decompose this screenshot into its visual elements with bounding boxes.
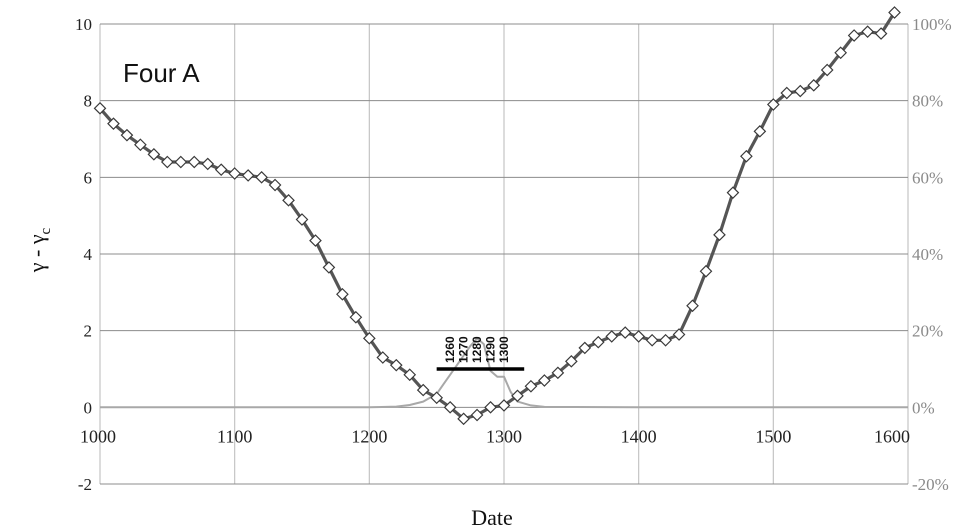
data-point-13: [268, 178, 282, 192]
data-point-32: [524, 379, 538, 393]
data-point-41: [645, 333, 659, 347]
data-point-55: [834, 46, 848, 60]
data-point-30: [497, 399, 511, 412]
x-tick-label-5: 1500: [755, 426, 791, 446]
y-left-tick-label-2: 2: [84, 322, 93, 341]
left-axis-ticks: -2 0 2 4 6 8 10: [75, 15, 93, 494]
y-left-tick-label-4: 6: [84, 168, 93, 187]
data-point-15: [295, 213, 309, 226]
y-axis-title-subscript: c: [38, 227, 54, 234]
y-axis-title-text: γ - γc: [24, 227, 54, 273]
data-point-37: [591, 335, 605, 349]
data-point-46: [713, 228, 726, 242]
annotation-label-1: 1270: [457, 336, 471, 363]
x-tick-label-4: 1400: [621, 426, 657, 446]
data-point-23: [403, 368, 417, 382]
data-point-7: [187, 155, 201, 169]
data-point-10: [228, 167, 242, 180]
y-axis-title: γ - γc: [24, 227, 54, 273]
annotation: 1260 1270 1280 1290 1300: [436, 336, 525, 371]
y-right-tick-label-2: 20%: [912, 322, 943, 341]
data-point-26: [443, 400, 457, 414]
series-line-1: [100, 337, 908, 409]
x-tick-label-3: 1300: [486, 426, 522, 446]
data-point-5: [160, 155, 174, 169]
data-point-3: [134, 138, 147, 152]
data-point-47: [726, 186, 740, 200]
data-point-39: [618, 326, 632, 339]
data-point-52: [793, 84, 807, 98]
data-point-8: [201, 157, 215, 171]
y-left-tick-label-1: 0: [84, 398, 93, 417]
data-point-24: [416, 383, 430, 397]
data-point-38: [605, 330, 619, 343]
data-point-44: [686, 299, 699, 313]
annotation-label-0: 1260: [443, 336, 457, 363]
data-point-6: [174, 155, 188, 169]
data-point-51: [780, 86, 794, 100]
data-point-59: [888, 6, 901, 19]
data-point-22: [389, 358, 403, 372]
data-point-34: [551, 366, 565, 380]
data-point-45: [699, 264, 713, 278]
y-right-tick-label-1: 0%: [912, 398, 935, 417]
data-point-50: [766, 98, 780, 111]
data-point-33: [538, 374, 551, 387]
data-point-18: [336, 287, 349, 301]
annotation-label-3: 1290: [484, 336, 498, 363]
data-point-31: [511, 389, 524, 403]
data-point-56: [847, 29, 861, 42]
data-point-49: [753, 124, 767, 138]
x-tick-label-0: 1000: [80, 426, 116, 446]
y-left-tick-label-0: -2: [78, 475, 92, 494]
data-point-57: [861, 25, 874, 39]
data-point-28: [470, 408, 484, 422]
data-point-12: [255, 170, 268, 184]
y-right-tick-label-6: 100%: [912, 15, 952, 34]
data-point-16: [309, 234, 322, 247]
y-right-tick-label-5: 80%: [912, 92, 943, 111]
data-point-48: [740, 149, 753, 163]
data-point-27: [457, 412, 470, 426]
data-point-29: [484, 400, 497, 414]
panel-label: Four A: [123, 58, 200, 88]
data-point-40: [632, 330, 646, 343]
data-point-20: [362, 331, 376, 345]
data-point-1: [107, 117, 120, 131]
y-left-tick-label-3: 4: [84, 245, 93, 264]
x-axis-ticks: 1000 1100 1200 1300 1400 1500 1600: [80, 426, 910, 446]
data-point-4: [147, 147, 161, 161]
annotation-label-2: 1280: [470, 336, 484, 363]
data-point-17: [322, 261, 336, 274]
x-tick-label-6: 1600: [874, 426, 910, 446]
series-layer: [93, 6, 908, 426]
annotation-label-4: 1300: [497, 336, 511, 363]
y-axis-title-main: γ - γ: [24, 234, 49, 273]
data-point-21: [376, 351, 390, 364]
data-point-58: [874, 27, 888, 40]
x-tick-label-2: 1200: [351, 426, 387, 446]
data-point-53: [807, 78, 821, 92]
data-point-0: [93, 101, 107, 115]
y-right-tick-label-4: 60%: [912, 168, 943, 187]
y-left-tick-label-5: 8: [84, 92, 93, 111]
data-point-14: [282, 193, 295, 207]
data-point-35: [564, 354, 578, 368]
data-point-9: [214, 163, 228, 177]
data-point-42: [659, 333, 672, 347]
x-tick-label-1: 1100: [217, 426, 252, 446]
y-left-tick-label-6: 10: [75, 15, 92, 34]
data-point-2: [120, 128, 134, 142]
data-point-43: [672, 328, 686, 341]
data-point-11: [241, 169, 255, 182]
data-point-36: [578, 341, 592, 355]
data-point-19: [349, 310, 363, 324]
x-axis-title: Date: [471, 505, 513, 529]
y-right-tick-label-3: 40%: [912, 245, 943, 264]
y-right-tick-label-0: -20%: [912, 475, 949, 494]
data-point-25: [430, 391, 444, 405]
data-point-54: [820, 63, 834, 77]
right-axis-ticks: -20% 0% 20% 40% 60% 80% 100%: [912, 15, 952, 494]
